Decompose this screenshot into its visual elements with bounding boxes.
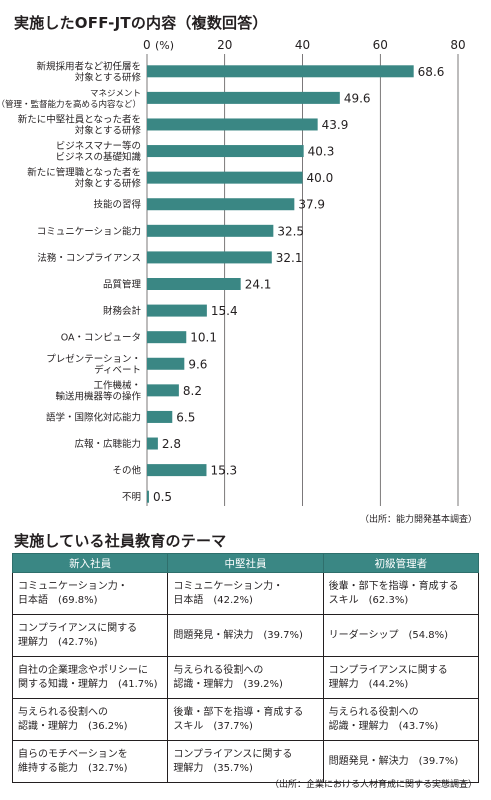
bar-chart: 0 20 40 60 80 (%) 新規採用者など初任層を対象とする研修 68.6 マネジメント… xyxy=(0,38,466,506)
x-tick-label: 80 xyxy=(450,38,465,52)
column-header: 中堅社員 xyxy=(167,553,324,573)
table-row: コンプライアンスに関する 理解力 (42.7%) 問題発見・解決力 (39.7%)… xyxy=(11,614,480,657)
bar xyxy=(147,91,340,104)
value-label: 8.2 xyxy=(183,384,202,398)
x-axis-unit: (%) xyxy=(155,39,174,52)
bar xyxy=(147,171,303,184)
bar xyxy=(147,198,295,211)
category-label: 新たに中堅社員となった者を対象とする研修 xyxy=(18,113,142,136)
category-label: 品質管理 xyxy=(103,279,142,291)
table-cell: 後輩・部下を指導・育成する スキル (62.3%) xyxy=(322,572,480,615)
value-label: 32.1 xyxy=(276,251,303,265)
education-themes-table: 新入社員 中堅社員 初級管理者 コミュニケーション力・ 日本語 (69.8%) コミュ… xyxy=(11,553,480,783)
table-cell: 自らのモチベーションを 維持する能力 (32.7%) xyxy=(11,740,169,783)
table-cell: 問題発見・解決力 (39.7%) xyxy=(322,740,480,783)
bar xyxy=(147,331,187,344)
category-label: その他 xyxy=(112,465,141,477)
table-cell: コンプライアンスに関する 理解力 (44.2%) xyxy=(322,656,480,699)
category-label: コミュニケーション能力 xyxy=(37,225,141,237)
chart-source: （出所：能力開発基本調査） xyxy=(359,515,477,525)
table-header-row: 新入社員 中堅社員 初級管理者 xyxy=(11,553,480,573)
value-label: 10.1 xyxy=(190,331,217,345)
table-row: コミュニケーション力・ 日本語 (69.8%) コミュニケーション力・ 日本語 (… xyxy=(11,572,480,615)
table-row: 自社の企業理念やポリシーに 関する知識・理解力 (41.7%) 与えられる役割への… xyxy=(11,656,480,699)
table-cell: コミュニケーション力・ 日本語 (69.8%) xyxy=(11,572,169,615)
bar xyxy=(147,304,207,317)
bar xyxy=(147,118,318,131)
column-header: 初級管理者 xyxy=(322,553,480,573)
bar xyxy=(147,410,173,423)
table-cell: 問題発見・解決力 (39.7%) xyxy=(167,614,324,657)
bar xyxy=(147,65,414,78)
value-label: 49.6 xyxy=(344,91,371,105)
category-label: 広報・広聴能力 xyxy=(74,438,141,450)
value-label: 15.4 xyxy=(211,304,238,318)
value-label: 37.9 xyxy=(298,198,325,212)
category-label: 新規採用者など初任層を対象とする研修 xyxy=(36,60,141,83)
bar xyxy=(147,224,274,237)
table-cell: コンプライアンスに関する 理解力 (35.7%) xyxy=(167,740,324,783)
x-tick-label: 60 xyxy=(373,38,388,52)
category-label: マネジメント（管理・監督能力を高める内容など） xyxy=(0,89,141,110)
table-cell: 与えられる役割への 認識・理解力 (43.7%) xyxy=(322,698,480,741)
table-cell: リーダーシップ (54.8%) xyxy=(322,614,480,657)
column-header: 新入社員 xyxy=(11,553,169,573)
value-label: 40.0 xyxy=(307,171,334,185)
category-label: 語学・国際化対応能力 xyxy=(46,411,141,423)
value-label: 9.6 xyxy=(188,357,207,371)
value-label: 0.5 xyxy=(153,490,172,504)
category-label: OA・コンピュータ xyxy=(61,333,141,344)
x-tick-label: 40 xyxy=(295,38,310,52)
table-cell: コンプライアンスに関する 理解力 (42.7%) xyxy=(11,614,169,657)
chart-title: 実施したOFF-JTの内容（複数回答） xyxy=(14,14,268,32)
bar xyxy=(147,357,185,370)
x-tick-label: 20 xyxy=(217,38,232,52)
table-row: 与えられる役割への 認識・理解力 (36.2%) 後輩・部下を指導・育成する スキ… xyxy=(11,698,480,741)
category-label: 工作機械・輸送用機器等の操作 xyxy=(55,379,141,402)
bar xyxy=(147,464,207,477)
table-cell: 自社の企業理念やポリシーに 関する知識・理解力 (41.7%) xyxy=(11,656,169,699)
bar xyxy=(147,145,304,158)
value-label: 24.1 xyxy=(245,278,272,292)
table-cell: 後輩・部下を指導・育成する スキル (37.7%) xyxy=(167,698,324,741)
table-title: 実施している社員教育のテーマ xyxy=(14,532,227,550)
value-label: 32.5 xyxy=(277,224,304,238)
value-label: 43.9 xyxy=(322,118,349,132)
x-tick-label: 0 xyxy=(143,38,151,52)
table-row: 自らのモチベーションを 維持する能力 (32.7%) コンプライアンスに関する 理… xyxy=(11,740,480,783)
table-source: （出所：企業における人材育成に関する実態調査） xyxy=(269,780,477,790)
bar xyxy=(147,490,149,503)
category-label: 財務会計 xyxy=(103,305,142,317)
value-label: 40.3 xyxy=(308,145,335,159)
bar xyxy=(147,278,241,290)
value-label: 68.6 xyxy=(418,65,445,79)
bar xyxy=(147,384,179,397)
table-cell: コミュニケーション力・ 日本語 (42.2%) xyxy=(167,572,324,615)
category-label: 不明 xyxy=(122,492,141,503)
category-label: 法務・コンプライアンス xyxy=(37,252,141,264)
bar xyxy=(147,251,272,264)
value-label: 2.8 xyxy=(162,437,181,451)
bar xyxy=(147,437,158,450)
category-label: プレゼンテーション・ディベート xyxy=(46,353,141,376)
category-label: 技能の習得 xyxy=(93,199,141,211)
table-cell: 与えられる役割への 認識・理解力 (36.2%) xyxy=(11,698,169,741)
table-body: コミュニケーション力・ 日本語 (69.8%) コミュニケーション力・ 日本語 (… xyxy=(11,572,480,783)
category-label: ビジネスマナー等のビジネスの基礎知識 xyxy=(55,140,141,163)
table-cell: 与えられる役割への 認識・理解力 (39.2%) xyxy=(167,656,324,699)
value-label: 6.5 xyxy=(176,410,195,424)
value-label: 15.3 xyxy=(210,464,237,478)
category-label: 新たに管理職となった者を対象とする研修 xyxy=(27,167,141,190)
